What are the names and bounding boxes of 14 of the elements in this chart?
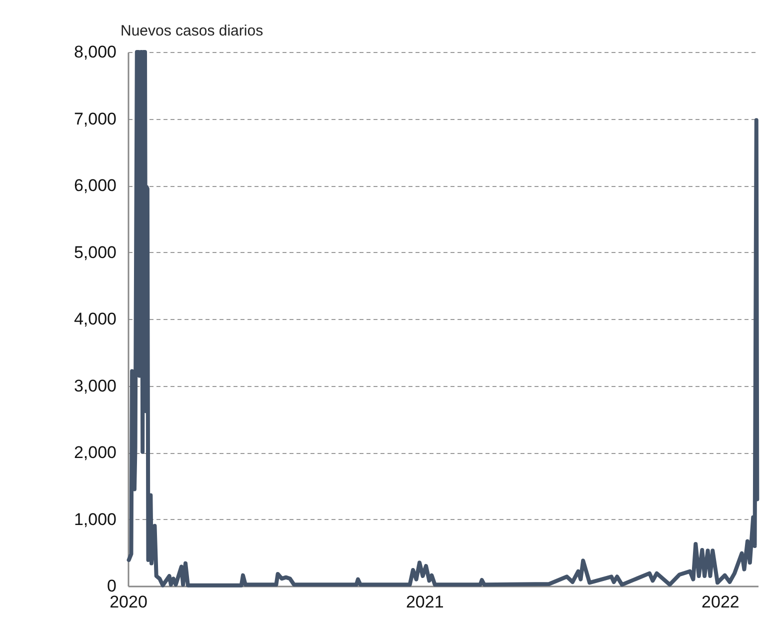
y-tick-label: 8,000 xyxy=(74,42,116,62)
y-tick-label: 1,000 xyxy=(74,510,116,529)
y-tick-label: 0 xyxy=(107,576,116,596)
x-tick-label: 2022 xyxy=(702,592,740,612)
y-tick-label: 4,000 xyxy=(74,310,116,328)
y-tick-label: 7,000 xyxy=(74,109,116,128)
x-tick-label: 2020 xyxy=(110,592,148,612)
y-tick-label: 2,000 xyxy=(74,443,116,462)
y-tick-label: 5,000 xyxy=(74,242,116,262)
y-axis-title: Nuevos casos diarios xyxy=(120,22,264,40)
y-tick-label: 6,000 xyxy=(74,176,116,195)
line-series xyxy=(126,50,760,588)
y-tick-label: 3,000 xyxy=(74,376,116,396)
x-tick-label: 2021 xyxy=(406,592,444,612)
